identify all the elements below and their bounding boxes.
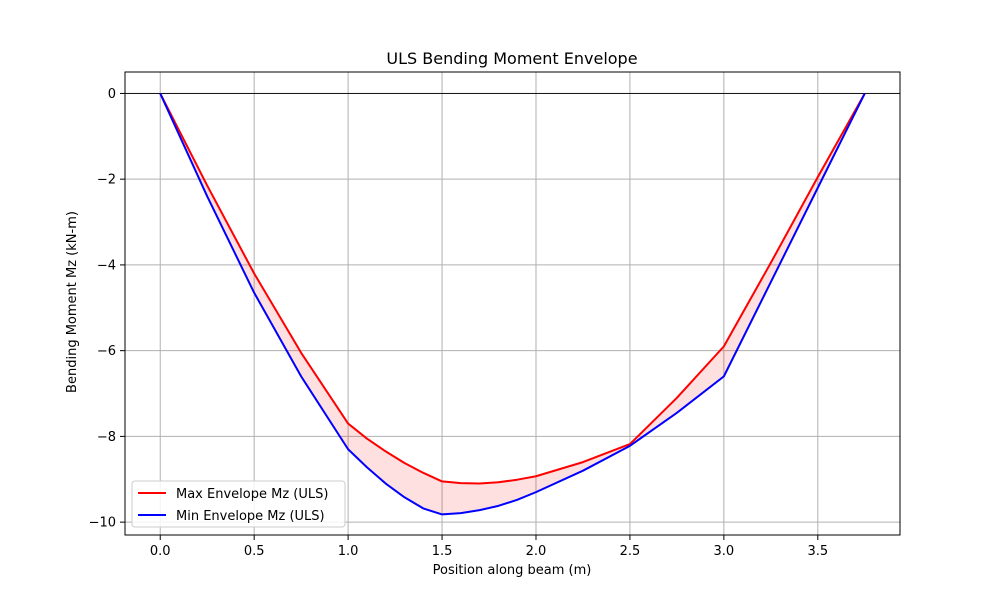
y-axis-ticks: 0 −2 −4 −6 −8 −10 — [89, 87, 125, 531]
y-axis-label: Bending Moment Mz (kN-m) — [65, 211, 80, 393]
x-tick-label: 1.0 — [338, 544, 359, 559]
x-tick-label: 1.5 — [432, 544, 453, 559]
legend: Max Envelope Mz (ULS) Min Envelope Mz (U… — [131, 480, 346, 528]
legend-label-max: Max Envelope Mz (ULS) — [176, 487, 328, 502]
series-line-max-envelope — [159, 92, 866, 485]
plot-frame — [124, 71, 901, 536]
y-tick-label: −6 — [97, 344, 116, 359]
y-tick-label: −4 — [97, 258, 116, 273]
x-axis-ticks: 0.0 0.5 1.0 1.5 2.0 2.5 3.0 3.5 — [150, 535, 828, 559]
x-tick-label: 3.0 — [714, 544, 735, 559]
chart-title: ULS Bending Moment Envelope — [386, 49, 637, 68]
envelope-fill — [160, 93, 865, 515]
y-tick-label: 0 — [108, 87, 116, 102]
x-axis-label: Position along beam (m) — [433, 563, 592, 578]
x-tick-label: 0.5 — [244, 544, 265, 559]
y-tick-label: −2 — [97, 173, 116, 188]
x-tick-label: 3.5 — [807, 544, 828, 559]
legend-box — [131, 480, 346, 528]
y-tick-label: −8 — [97, 430, 116, 445]
y-tick-label: −10 — [89, 516, 116, 531]
x-tick-label: 0.0 — [150, 544, 171, 559]
envelope-fill-area — [160, 93, 865, 515]
series-line-min-envelope — [159, 92, 866, 516]
legend-label-min: Min Envelope Mz (ULS) — [176, 509, 325, 524]
series-lines — [159, 92, 866, 516]
x-tick-label: 2.5 — [620, 544, 641, 559]
x-tick-label: 2.0 — [526, 544, 547, 559]
